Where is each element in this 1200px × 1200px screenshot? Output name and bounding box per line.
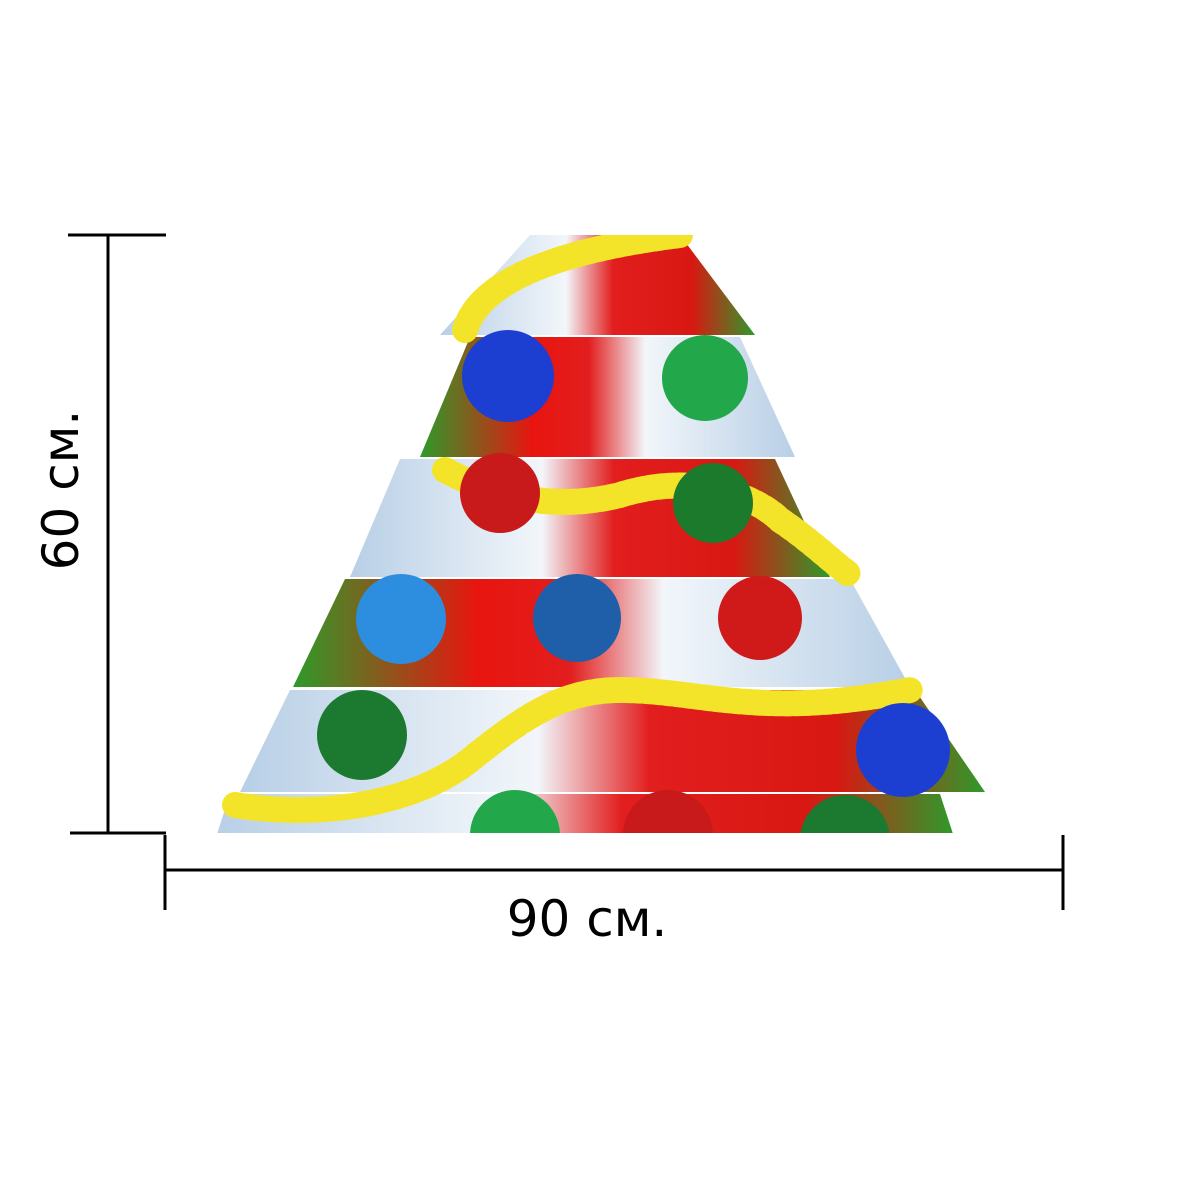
width-label: 90 см. xyxy=(507,890,668,948)
width-dimension: 90 см. xyxy=(163,835,1065,948)
ornament xyxy=(317,690,407,780)
ornament xyxy=(718,576,802,660)
ornament xyxy=(460,453,540,533)
ornament xyxy=(623,790,713,833)
garland xyxy=(452,235,693,343)
ornament xyxy=(800,795,890,833)
ornament xyxy=(673,463,753,543)
garland xyxy=(222,676,923,823)
ornament xyxy=(662,335,748,421)
tree xyxy=(217,235,985,833)
tree-layer xyxy=(440,235,755,335)
ornaments xyxy=(317,330,950,833)
ornament xyxy=(856,703,950,797)
height-label: 60 см. xyxy=(32,410,90,571)
ornament xyxy=(470,790,560,833)
ornament xyxy=(462,330,554,422)
ornament xyxy=(533,574,621,662)
height-dimension: 60 см. xyxy=(32,233,166,835)
ornament xyxy=(356,574,446,664)
